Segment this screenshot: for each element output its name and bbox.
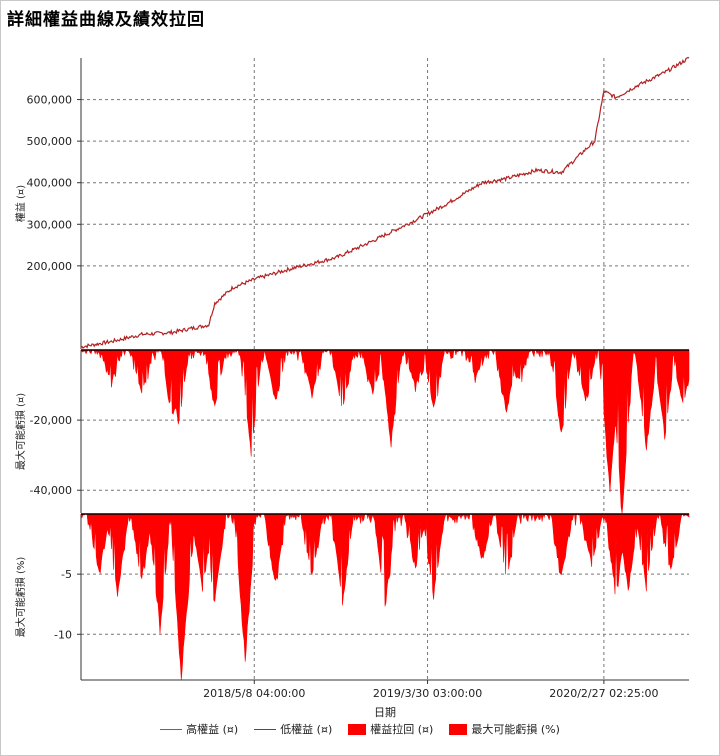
legend-swatch bbox=[160, 728, 183, 730]
y-axis-label: 最大可能虧損 (%) bbox=[14, 557, 27, 638]
legend-swatch bbox=[449, 723, 468, 735]
y-tick-label: -20,000 bbox=[30, 414, 72, 427]
drawdown-area-2 bbox=[80, 512, 690, 681]
y-tick-label: 400,000 bbox=[27, 177, 73, 190]
drawdown-area-1 bbox=[80, 348, 690, 514]
legend-label: 高權益 (¤) bbox=[186, 723, 239, 736]
y-axis-label: 權益 (¤) bbox=[14, 185, 27, 222]
y-tick-label: -10 bbox=[54, 628, 72, 641]
y-tick-label: 300,000 bbox=[27, 218, 73, 231]
y-tick-label: -5 bbox=[61, 568, 72, 581]
legend-label: 權益拉回 (¤) bbox=[370, 723, 434, 736]
legend-swatch bbox=[348, 723, 367, 735]
y-tick-label: -40,000 bbox=[30, 484, 72, 497]
y-tick-label: 600,000 bbox=[27, 94, 73, 107]
legend-swatch bbox=[254, 728, 277, 730]
legend: 高權益 (¤) 低權益 (¤) 權益拉回 (¤) 最大可能虧損 (%) bbox=[0, 718, 720, 740]
x-tick-label: 2018/5/8 04:00:00 bbox=[203, 687, 305, 700]
legend-item: 低權益 (¤) bbox=[254, 721, 332, 737]
legend-label: 最大可能虧損 (%) bbox=[471, 723, 560, 736]
legend-item: 最大可能虧損 (%) bbox=[449, 721, 560, 737]
legend-item: 權益拉回 (¤) bbox=[348, 721, 433, 737]
y-axis-label: 最大可能虧損 (¤) bbox=[14, 393, 27, 470]
legend-item: 高權益 (¤) bbox=[160, 721, 238, 737]
x-axis-label: 日期 bbox=[374, 706, 396, 719]
chart-title: 詳細權益曲線及績效拉回 bbox=[7, 10, 205, 30]
legend-label: 低權益 (¤) bbox=[280, 723, 333, 736]
low-equity-line bbox=[80, 56, 690, 349]
x-tick-label: 2019/3/30 03:00:00 bbox=[373, 687, 482, 700]
y-tick-label: 500,000 bbox=[27, 135, 73, 148]
y-tick-label: 200,000 bbox=[27, 260, 73, 273]
x-tick-label: 2020/2/27 02:25:00 bbox=[549, 687, 658, 700]
